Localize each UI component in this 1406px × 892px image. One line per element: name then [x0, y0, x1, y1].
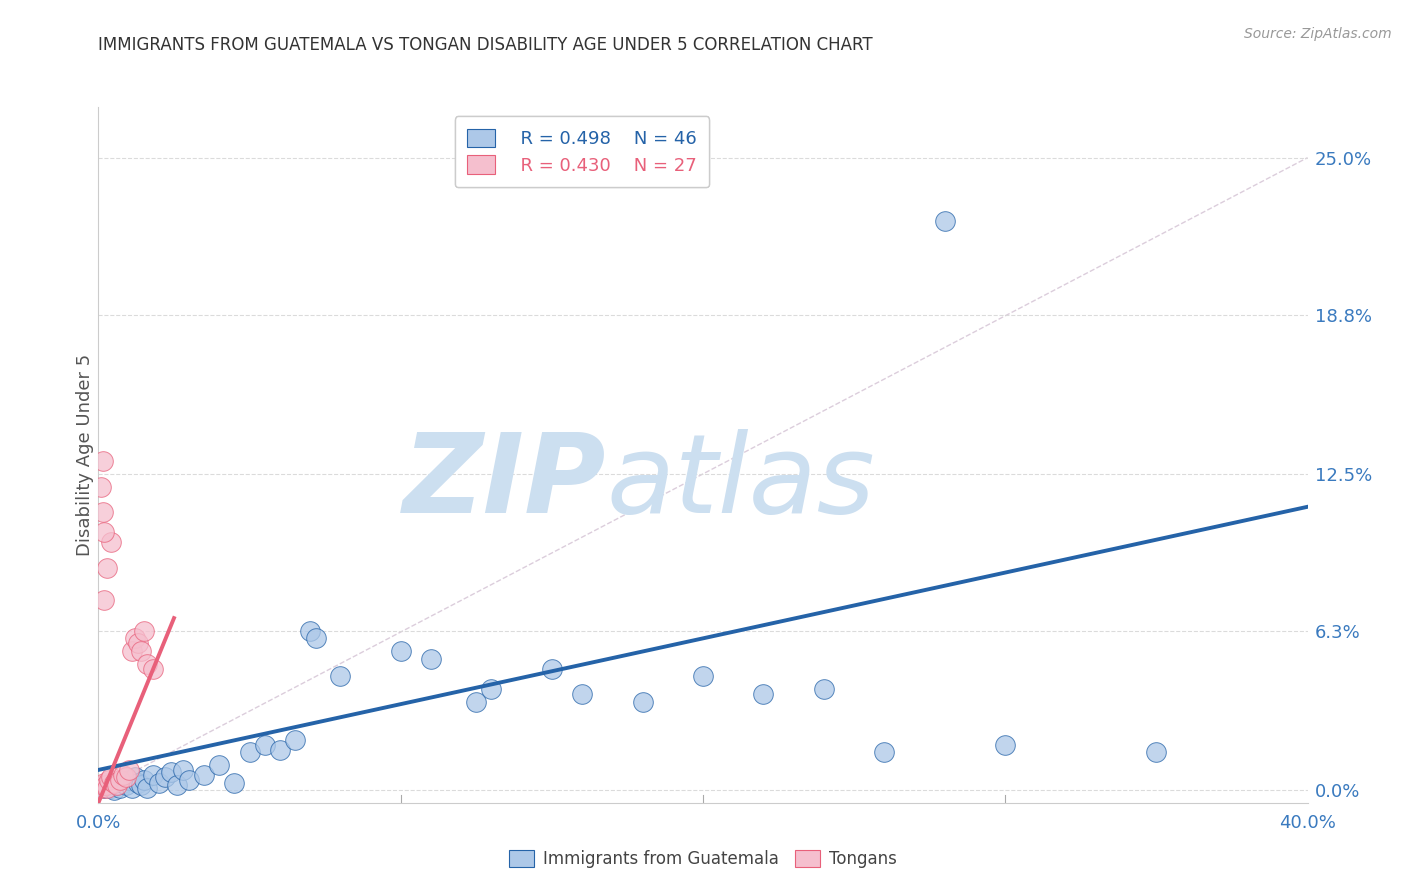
Point [160, 765, 183, 780]
Point [481, 681, 503, 696]
Point [465, 695, 488, 709]
Point [129, 778, 152, 792]
Point [100, 780, 122, 795]
Point [105, 778, 128, 792]
Point [111, 768, 134, 782]
Point [239, 745, 262, 759]
Point [114, 771, 136, 785]
Point [193, 768, 215, 782]
Point [96, 560, 118, 574]
Point [571, 687, 593, 701]
Point [166, 778, 188, 792]
Point [103, 775, 125, 789]
Point [420, 651, 443, 665]
Text: IMMIGRANTS FROM GUATEMALA VS TONGAN DISABILITY AGE UNDER 5 CORRELATION CHART: IMMIGRANTS FROM GUATEMALA VS TONGAN DISA… [98, 36, 873, 54]
Point [127, 775, 149, 789]
Point [224, 775, 246, 789]
Point [96, 780, 118, 795]
Point [93, 780, 115, 795]
Point [114, 778, 136, 792]
Point [105, 778, 128, 792]
Point [121, 780, 143, 795]
Text: Source: ZipAtlas.com: Source: ZipAtlas.com [1244, 27, 1392, 41]
Point [132, 624, 155, 638]
Y-axis label: Disability Age Under 5: Disability Age Under 5 [76, 354, 94, 556]
Point [135, 780, 157, 795]
Point [752, 687, 775, 701]
Point [94, 778, 117, 792]
Point [90, 780, 112, 795]
Text: atlas: atlas [606, 429, 875, 536]
Point [98, 772, 121, 787]
Point [148, 775, 170, 789]
Point [208, 757, 231, 772]
Point [91, 454, 114, 468]
Point [111, 775, 134, 789]
Point [179, 772, 201, 787]
Point [631, 695, 654, 709]
Point [124, 771, 146, 785]
Point [100, 535, 122, 549]
Point [541, 662, 564, 676]
Point [873, 745, 896, 759]
Point [253, 738, 276, 752]
Point [103, 783, 125, 797]
Point [100, 771, 122, 785]
Point [329, 669, 352, 683]
Point [142, 768, 165, 782]
Point [108, 780, 131, 795]
Point [284, 732, 307, 747]
Point [93, 525, 115, 540]
Point [90, 479, 112, 493]
Point [1146, 745, 1168, 759]
Text: ZIP: ZIP [402, 429, 606, 536]
Point [121, 644, 143, 658]
Point [692, 669, 714, 683]
Point [118, 763, 141, 777]
Point [93, 775, 115, 789]
Point [934, 214, 956, 228]
Point [813, 681, 835, 696]
Point [299, 624, 322, 638]
Point [93, 593, 115, 607]
Point [153, 771, 176, 785]
Point [172, 763, 194, 777]
Point [127, 636, 149, 650]
Point [118, 772, 141, 787]
Point [269, 742, 291, 756]
Point [96, 778, 118, 792]
Point [108, 772, 131, 787]
Point [132, 772, 155, 787]
Point [305, 632, 328, 646]
Point [994, 738, 1017, 752]
Legend: Immigrants from Guatemala, Tongans: Immigrants from Guatemala, Tongans [503, 843, 903, 875]
Point [124, 632, 146, 646]
Point [389, 644, 412, 658]
Point [129, 644, 152, 658]
Point [135, 657, 157, 671]
Point [91, 778, 114, 792]
Point [91, 505, 114, 519]
Legend:   R = 0.498    N = 46,   R = 0.430    N = 27: R = 0.498 N = 46, R = 0.430 N = 27 [454, 116, 710, 187]
Point [142, 662, 165, 676]
